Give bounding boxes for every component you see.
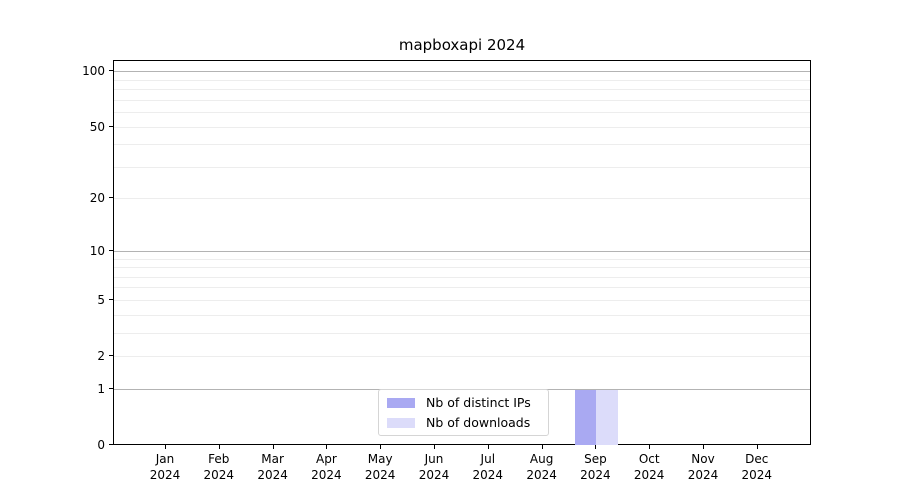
y-tick-label: 1 <box>97 381 105 396</box>
y-tick-label: 5 <box>97 292 105 307</box>
y-tick-label: 10 <box>89 243 105 258</box>
bar-downloads-sep <box>596 389 618 445</box>
y-gridline-minor <box>114 356 810 358</box>
x-tick <box>756 445 758 449</box>
y-gridline-minor <box>114 89 810 91</box>
y-gridline-minor <box>114 314 810 316</box>
y-gridline-minor <box>114 126 810 128</box>
x-tick-label: Dec 2024 <box>741 452 773 482</box>
x-tick-label: Mar 2024 <box>257 452 288 482</box>
x-tick <box>649 445 651 449</box>
y-tick <box>109 355 113 357</box>
y-tick-label: 50 <box>89 119 105 134</box>
y-gridline-minor <box>114 144 810 146</box>
y-tick <box>109 197 113 199</box>
x-tick-label: Oct 2024 <box>633 452 665 482</box>
legend-swatch-distinct-ips <box>387 397 415 408</box>
x-tick <box>218 445 220 449</box>
y-gridline-minor <box>114 166 810 168</box>
y-tick-label: 0 <box>97 438 105 452</box>
x-tick-label: Jul 2024 <box>472 452 504 482</box>
x-tick <box>434 445 435 449</box>
x-tick-label: Jan 2024 <box>149 452 181 482</box>
legend-label-downloads: Nb of downloads <box>426 415 531 430</box>
y-gridline-minor <box>114 287 810 289</box>
y-tick-label: 20 <box>89 191 105 206</box>
x-tick <box>165 445 166 449</box>
x-tick <box>380 445 382 449</box>
legend: Nb of distinct IPs Nb of downloads <box>378 389 549 436</box>
x-tick-label: Feb 2024 <box>203 452 235 482</box>
x-tick-label: May 2024 <box>364 452 396 482</box>
y-tick-label: 100 <box>82 64 105 79</box>
x-tick-label: Apr 2024 <box>311 452 342 482</box>
y-gridline-minor <box>114 267 810 269</box>
y-gridline-minor <box>114 276 810 278</box>
y-gridline-major <box>114 71 810 73</box>
y-tick <box>109 249 113 251</box>
y-gridline-minor <box>114 299 810 301</box>
x-tick-label: Sep 2024 <box>580 452 611 482</box>
x-tick <box>272 445 274 449</box>
chart-title: mapboxapi 2024 <box>398 36 526 54</box>
x-tick <box>595 445 597 449</box>
y-tick <box>109 125 113 127</box>
y-gridline-minor <box>114 258 810 260</box>
x-tick <box>703 445 704 449</box>
x-tick <box>541 445 543 449</box>
y-gridline-minor <box>114 79 810 81</box>
x-tick-label: Nov 2024 <box>687 452 719 482</box>
bar-distinct-ips-sep <box>574 389 597 445</box>
y-gridline-minor <box>114 332 810 334</box>
x-tick-label: Aug 2024 <box>526 452 557 482</box>
y-gridline-minor <box>114 99 810 101</box>
x-tick <box>487 445 489 449</box>
y-tick <box>109 387 113 389</box>
y-tick <box>109 444 113 445</box>
legend-item-distinct-ips: Nb of distinct IPs <box>387 395 540 410</box>
legend-swatch-downloads <box>387 417 415 428</box>
y-tick <box>109 298 113 300</box>
x-tick <box>326 445 328 449</box>
legend-label-distinct-ips: Nb of distinct IPs <box>426 395 531 410</box>
y-gridline-minor <box>114 112 810 114</box>
y-tick-label: 2 <box>97 349 105 364</box>
y-gridline-minor <box>114 198 810 200</box>
y-gridline-major <box>114 250 810 252</box>
legend-item-downloads: Nb of downloads <box>387 415 540 430</box>
x-tick-label: Jun 2024 <box>418 452 450 482</box>
y-tick <box>109 70 113 72</box>
plot-area <box>113 60 811 445</box>
